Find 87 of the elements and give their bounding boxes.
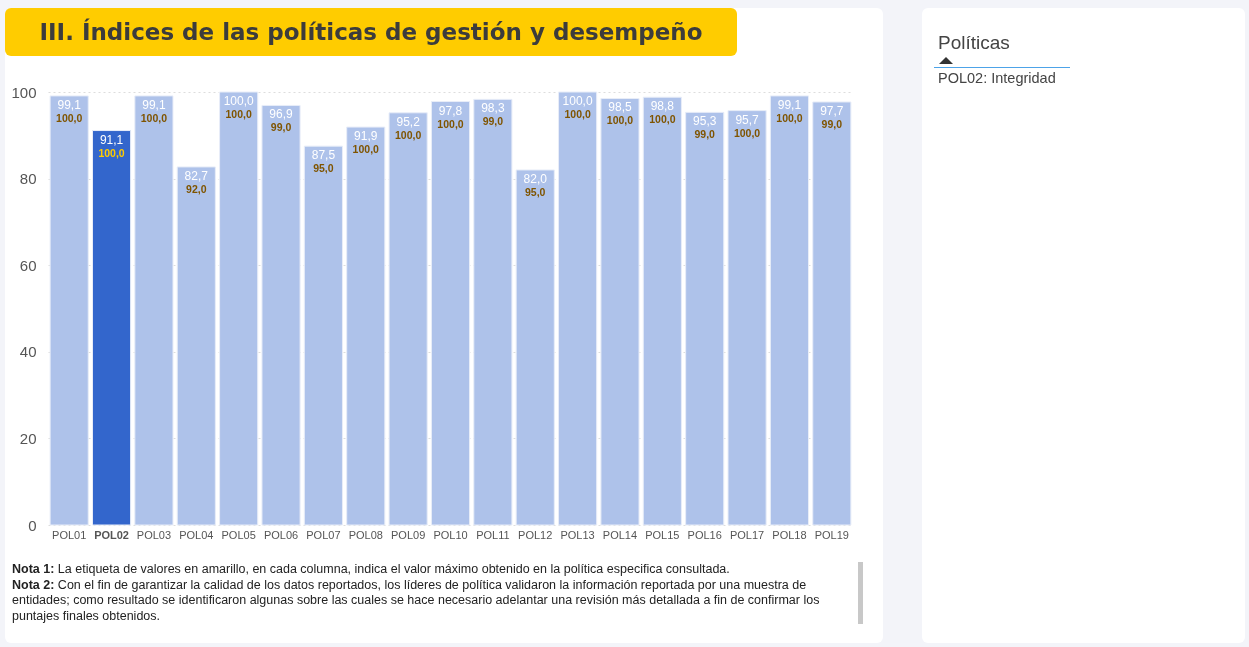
x-tick-label: POL08 (348, 528, 383, 541)
data-label: 95,3 (693, 114, 717, 129)
data-label: 99,1 (142, 97, 166, 112)
bar (515, 169, 555, 526)
annotation: 100,0 (225, 108, 252, 120)
annotation: 100,0 (437, 117, 464, 130)
x-tick-label: POL11 (476, 528, 510, 541)
bar (642, 96, 682, 526)
annotation: 100,0 (776, 111, 803, 124)
data-label: 98,3 (481, 101, 505, 116)
data-label: 82,0 (523, 171, 548, 186)
data-label: 100,0 (223, 94, 254, 108)
annotation: 100,0 (140, 111, 168, 124)
bar (91, 130, 132, 526)
data-label: 91,9 (354, 129, 378, 144)
x-tick-label: POL06 (263, 528, 299, 541)
x-tick-label: POL01 (52, 528, 87, 541)
annotation: 100,0 (56, 111, 83, 124)
data-label: 98,5 (608, 100, 632, 115)
text: Nota 2: Con el fin de garantizar la calidad de los datos reportados, los líderes de política validaron la información reportada por una muestra de entidades; como resultado se identificaron algunas sobre las cuales se hace necesario adelantar una revisión más detallada a fin de confirmar los puntajes finales obtenidos. (12, 577, 821, 624)
bar (685, 111, 725, 526)
bar (176, 166, 216, 526)
x-tick-label: POL17 (729, 528, 765, 541)
data-label: 82,7 (184, 168, 209, 183)
annotation: 99,0 (821, 117, 843, 130)
bar (769, 95, 810, 526)
y-tick-label: 100 (11, 83, 37, 101)
annotation: 100,0 (733, 126, 761, 139)
bar (727, 110, 767, 526)
x-tick-label: POL02 (94, 528, 129, 541)
text: POL02: Integridad (938, 70, 1056, 86)
y-tick-label: 40 (19, 343, 37, 361)
x-tick-label: POL05 (221, 528, 256, 541)
y-tick-label: 60 (19, 256, 37, 274)
x-tick-label: POL09 (391, 528, 426, 541)
bar (346, 126, 386, 526)
annotation: 92,0 (186, 182, 207, 195)
data-label: 87,5 (311, 148, 336, 163)
data-label: 95,2 (396, 114, 421, 129)
data-label: 91,1 (99, 132, 124, 147)
bar (303, 145, 343, 526)
annotation: 100,0 (98, 146, 125, 159)
bar (558, 91, 598, 526)
annotation: 99,0 (694, 128, 716, 141)
x-tick-label: POL19 (814, 528, 849, 541)
annotation: 95,0 (525, 185, 546, 198)
chart-title: III. Índices de las políticas de gestión y desempeño (5, 8, 737, 56)
text: Políticas (938, 32, 1010, 54)
x-tick-label: POL10 (433, 528, 468, 541)
annotation: 100,0 (564, 108, 591, 120)
annotation: 99,0 (482, 115, 504, 128)
annotation: 99,0 (270, 121, 292, 134)
x-tick-label: POL14 (602, 528, 638, 541)
data-label: 96,9 (269, 107, 294, 122)
bar (219, 91, 259, 526)
data-label: 97,7 (820, 103, 844, 118)
bar (430, 101, 471, 526)
bar (473, 98, 513, 526)
bar (600, 98, 640, 526)
annotation: 100,0 (352, 143, 380, 156)
x-tick-label: POL03 (136, 528, 172, 541)
annotation: 95,0 (313, 162, 334, 175)
y-tick-label: 0 (28, 516, 37, 534)
bar (49, 95, 89, 526)
x-tick-label: POL16 (687, 528, 722, 541)
data-label: 95,7 (735, 112, 760, 127)
y-tick-label: 80 (19, 170, 37, 188)
bar (134, 95, 174, 526)
x-tick-label: POL12 (518, 528, 553, 541)
annotation: 100,0 (649, 113, 676, 126)
data-label: 98,8 (650, 99, 675, 114)
data-label: 99,1 (57, 97, 82, 112)
x-tick-label: POL18 (772, 528, 807, 541)
data-label: 97,8 (438, 103, 463, 118)
x-tick-label: POL15 (645, 528, 680, 541)
data-label: 99,1 (777, 97, 802, 112)
x-tick-label: POL07 (306, 528, 341, 541)
annotation: 100,0 (394, 128, 422, 141)
bar (261, 104, 301, 526)
x-tick-label: POL04 (179, 528, 214, 541)
annotation: 100,0 (606, 114, 634, 127)
bar (388, 112, 428, 526)
text: Nota 1: La etiqueta de valores en amarillo, en cada columna, indica el valor máximo obtenido en la política especifica consultada. (12, 562, 731, 578)
y-tick-label: 20 (19, 429, 37, 447)
bar (812, 101, 852, 526)
x-tick-label: POL13 (560, 528, 595, 541)
data-label: 100,0 (562, 94, 593, 108)
